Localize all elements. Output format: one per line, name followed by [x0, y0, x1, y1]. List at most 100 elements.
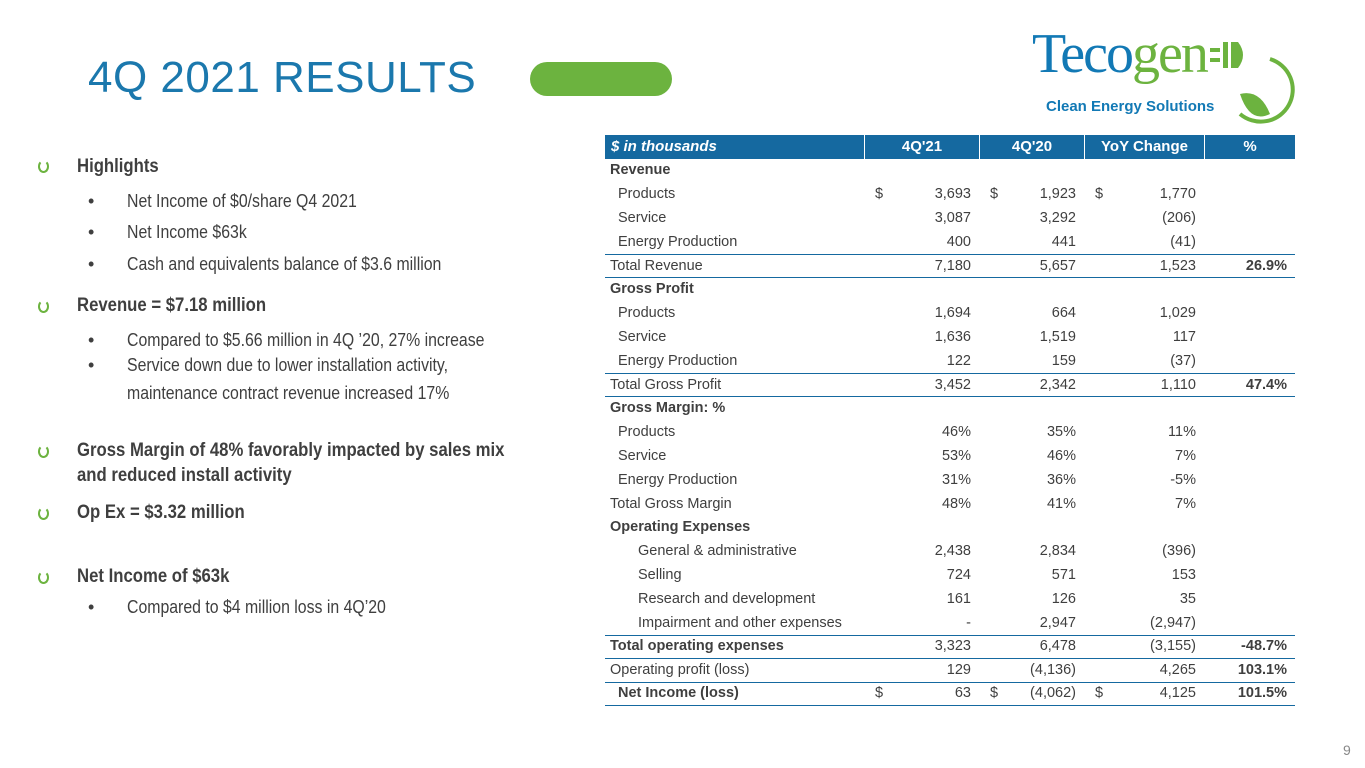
cell-value: 1,523: [1159, 257, 1196, 274]
cell-value: 161: [946, 590, 971, 607]
table-row: Operating Expenses: [605, 516, 1295, 540]
cell-value: 3,323: [934, 638, 971, 655]
bullet-text: Compared to $5.66 million in 4Q ’20, 27%…: [127, 330, 485, 350]
cell-value: 4,265: [1159, 661, 1196, 678]
row-label: General & administrative: [638, 543, 797, 560]
cell-value: 664: [1051, 305, 1076, 322]
table-row: Gross Margin: %: [605, 397, 1295, 421]
value-cell: 46%: [980, 448, 1085, 465]
value-cell: 3,087: [865, 210, 980, 227]
row-label: Research and development: [638, 590, 816, 607]
row-label: Impairment and other expenses: [638, 614, 842, 631]
row-label: Revenue: [610, 162, 671, 179]
value-cell: $1,923: [980, 186, 1085, 203]
table-row: Products 46% 35% 11%: [605, 421, 1295, 445]
plug-icon: [1210, 42, 1243, 68]
row-label: Gross Profit: [610, 281, 694, 298]
bullet-icon: •: [88, 355, 95, 375]
pct-change: 103.1%: [1237, 661, 1287, 678]
cell-value: 2,947: [1039, 614, 1076, 631]
bullet-icon: •: [88, 191, 95, 211]
value-cell: 3,323: [865, 638, 980, 655]
section-heading: Revenue = $7.18 million: [77, 295, 267, 316]
value-cell: 11%: [1085, 424, 1205, 441]
currency-symbol: [1085, 662, 1095, 679]
currency-symbol: $: [1095, 685, 1104, 702]
value-cell: $4,125: [1085, 685, 1205, 702]
table-row: Energy Production 400 441 (41): [605, 230, 1295, 254]
value-cell: 2,438: [865, 543, 980, 560]
currency-symbol: [865, 496, 875, 513]
cell-value: 1,029: [1159, 305, 1196, 322]
currency-symbol: [980, 258, 990, 275]
currency-symbol: [980, 305, 990, 322]
value-cell: 1,523: [1085, 258, 1205, 275]
row-label: Operating profit (loss): [610, 661, 750, 678]
page-number: 9: [1343, 742, 1351, 758]
plug-bullet-icon: [38, 160, 49, 173]
currency-symbol: $: [875, 685, 884, 702]
cell-value: 35: [1179, 590, 1196, 607]
table-row: Research and development 161 126 35: [605, 587, 1295, 611]
value-cell: 7%: [1085, 448, 1205, 465]
row-label: Total Revenue: [610, 257, 703, 274]
value-cell: 7,180: [865, 258, 980, 275]
cell-value: (4,062): [1030, 685, 1076, 702]
header-units: $ in thousands: [605, 135, 865, 159]
cell-value: 117: [1172, 328, 1196, 345]
table-row: Operating profit (loss) 129 (4,136) 4,265 10…: [605, 659, 1295, 683]
row-label: Service: [618, 328, 667, 345]
value-cell: 35: [1085, 591, 1205, 608]
cell-value: 2,342: [1039, 376, 1076, 393]
currency-symbol: [1085, 305, 1095, 322]
row-label: Total Gross Margin: [610, 495, 732, 512]
currency-symbol: [980, 353, 990, 370]
currency-symbol: [1085, 496, 1095, 513]
currency-symbol: $: [990, 685, 999, 702]
currency-symbol: [1085, 353, 1095, 370]
currency-symbol: [980, 662, 990, 679]
table-row: Total Gross Profit 3,452 2,342 1,110 47.4%: [605, 373, 1295, 397]
currency-symbol: [980, 329, 990, 346]
currency-symbol: [865, 258, 875, 275]
value-cell: 3,292: [980, 210, 1085, 227]
value-cell: 5,657: [980, 258, 1085, 275]
currency-symbol: [980, 591, 990, 608]
currency-symbol: [980, 472, 990, 489]
decorative-pill: [530, 62, 672, 96]
table-row: Energy Production 122 159 (37): [605, 349, 1295, 373]
table-row: Net Income (loss) $63 $ (4,062) $4,125 101.5%: [605, 683, 1295, 707]
value-cell: (206): [1085, 210, 1205, 227]
table-row: Selling 724 571 153: [605, 564, 1295, 588]
cell-value: (4,136): [1030, 661, 1076, 678]
value-cell: $3,693: [865, 186, 980, 203]
logo-word-1: Teco: [1032, 23, 1134, 85]
value-cell: 1,694: [865, 305, 980, 322]
cell-value: 36%: [1046, 471, 1076, 488]
cell-value: 2,438: [934, 543, 971, 560]
bullet-text: Net Income $63k: [127, 222, 247, 242]
bullet-icon: •: [88, 330, 95, 350]
cell-value: (396): [1162, 543, 1196, 560]
cell-value: 126: [1051, 590, 1076, 607]
cell-value: 5,657: [1039, 257, 1076, 274]
currency-symbol: [865, 472, 875, 489]
table-row: Total operating expenses 3,323 6,478 (3,155…: [605, 634, 1295, 659]
value-cell: 122: [865, 353, 980, 370]
bullet-icon: •: [88, 597, 95, 617]
value-cell: 53%: [865, 448, 980, 465]
value-cell: 441: [980, 234, 1085, 251]
currency-symbol: [865, 329, 875, 346]
header-pct: %: [1243, 138, 1257, 155]
cell-value: (37): [1170, 352, 1196, 369]
currency-symbol: $: [990, 186, 999, 203]
cell-value: 35%: [1046, 424, 1076, 441]
currency-symbol: [865, 353, 875, 370]
header-4q20: 4Q'20: [980, 135, 1085, 159]
value-cell: 48%: [865, 496, 980, 513]
bullet-icon: •: [88, 222, 95, 242]
currency-symbol: [865, 638, 875, 655]
bullet-icon: •: [88, 254, 95, 274]
pct-change: 26.9%: [1245, 257, 1287, 274]
currency-symbol: [1085, 591, 1095, 608]
